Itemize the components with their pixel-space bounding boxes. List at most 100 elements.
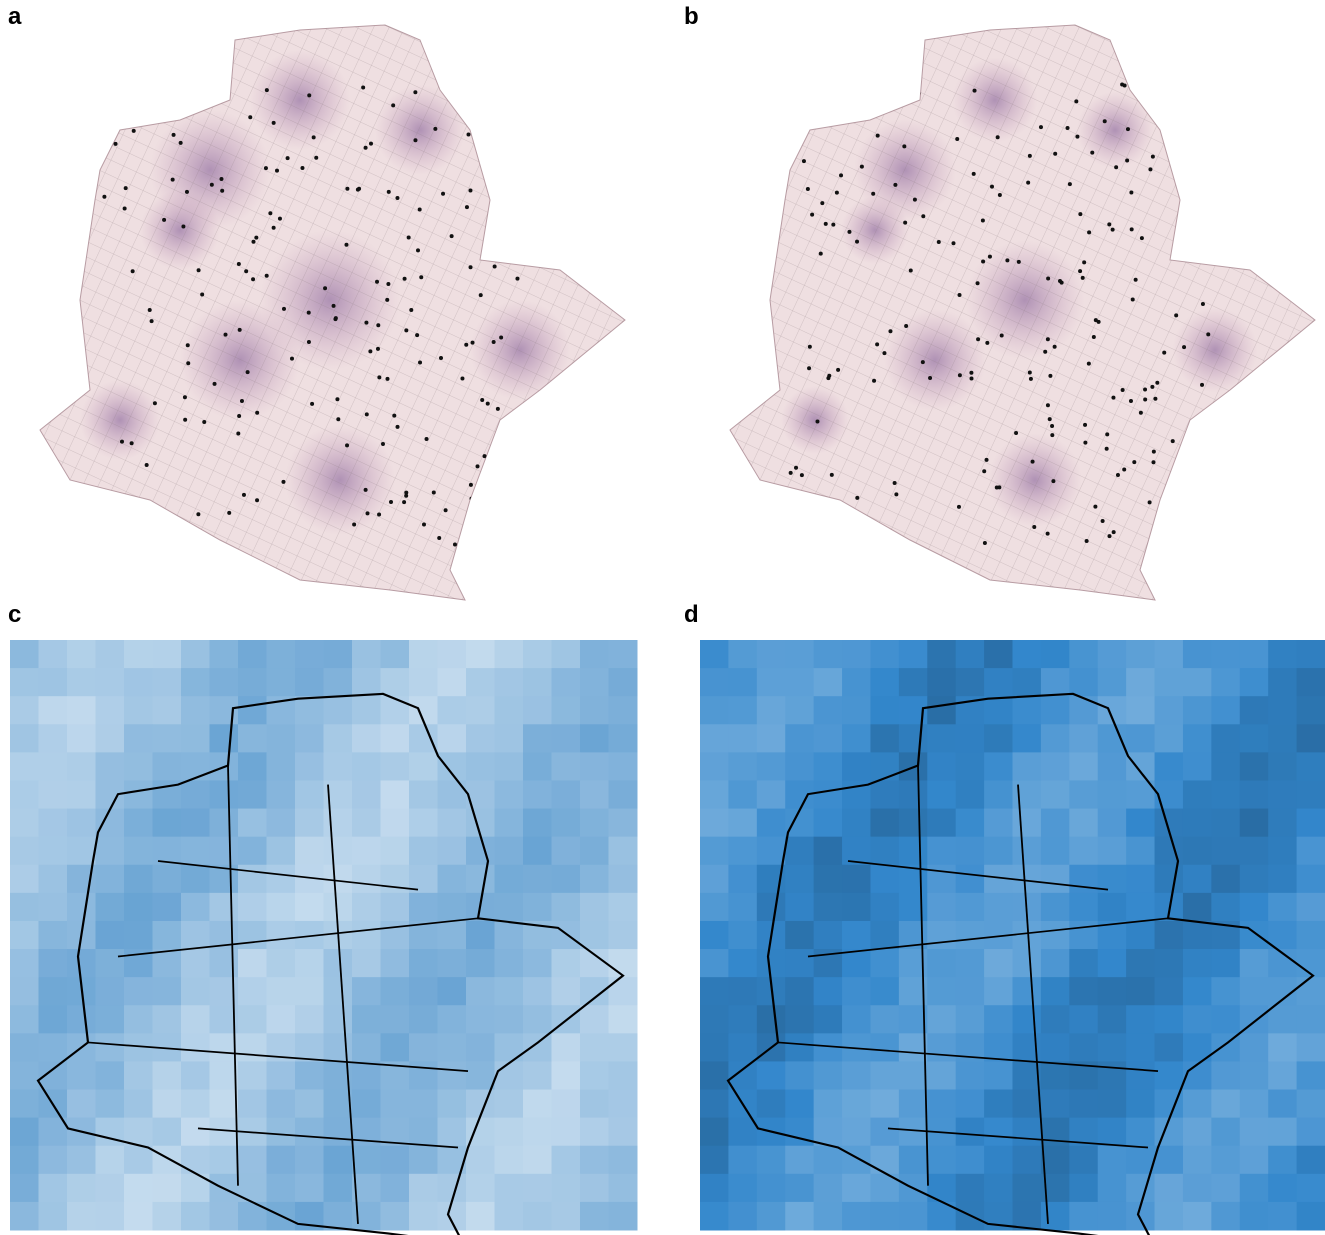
- cell: [1155, 668, 1184, 697]
- site-dot: [1028, 154, 1032, 158]
- cell: [1041, 696, 1070, 725]
- cell: [1268, 724, 1297, 753]
- cell: [1069, 780, 1098, 809]
- cell: [927, 837, 956, 866]
- site-dot: [432, 490, 436, 494]
- cell: [10, 865, 39, 894]
- cell: [523, 977, 552, 1006]
- cell: [352, 949, 381, 978]
- cell: [842, 668, 871, 697]
- site-dot: [387, 190, 391, 194]
- site-dot: [928, 376, 932, 380]
- cell: [381, 1174, 410, 1203]
- site-dot: [389, 500, 393, 504]
- cell: [324, 724, 353, 753]
- site-dot: [1140, 236, 1144, 240]
- cell: [580, 977, 609, 1006]
- cell: [814, 1005, 843, 1034]
- cell: [1098, 724, 1127, 753]
- site-dot: [480, 104, 484, 108]
- site-dot: [404, 494, 408, 498]
- cell: [495, 893, 524, 922]
- site-dot: [1198, 223, 1202, 227]
- cell: [1126, 1005, 1155, 1034]
- site-dot: [312, 135, 316, 139]
- cell: [984, 837, 1013, 866]
- site-dot: [1179, 547, 1183, 551]
- site-dot: [1148, 500, 1152, 504]
- site-dot: [1017, 260, 1021, 264]
- cell: [1268, 1118, 1297, 1147]
- cell: [39, 949, 68, 978]
- cell: [124, 1005, 153, 1034]
- site-dot: [1068, 182, 1072, 186]
- site-dot: [404, 328, 408, 332]
- site-dot: [200, 292, 204, 296]
- site-dot: [976, 281, 980, 285]
- site-dot: [1066, 126, 1070, 130]
- site-dot: [265, 274, 269, 278]
- site-dot: [995, 485, 999, 489]
- cell: [1069, 1090, 1098, 1119]
- site-dot: [1085, 539, 1089, 543]
- cell: [785, 696, 814, 725]
- cell: [96, 1090, 125, 1119]
- cell: [1098, 949, 1127, 978]
- cell: [984, 1090, 1013, 1119]
- cell: [523, 780, 552, 809]
- panel-label: a: [8, 3, 22, 30]
- site-dot: [251, 277, 255, 281]
- cell: [324, 1118, 353, 1147]
- site-dot: [1150, 385, 1154, 389]
- site-dot: [1087, 230, 1091, 234]
- cell: [124, 977, 153, 1006]
- cell: [842, 724, 871, 753]
- cell: [352, 640, 381, 669]
- cell: [210, 837, 239, 866]
- cell: [984, 696, 1013, 725]
- cell: [181, 837, 210, 866]
- site-dot: [134, 82, 138, 86]
- site-dot: [951, 241, 955, 245]
- cell: [1155, 865, 1184, 894]
- cell: [324, 809, 353, 838]
- site-dot: [1031, 460, 1035, 464]
- cell: [39, 977, 68, 1006]
- cell: [495, 1005, 524, 1034]
- cell: [814, 640, 843, 669]
- cell: [1155, 640, 1184, 669]
- site-dot: [1143, 388, 1147, 392]
- cell: [381, 724, 410, 753]
- cell: [324, 977, 353, 1006]
- cell: [67, 1202, 96, 1231]
- cell: [1041, 1033, 1070, 1062]
- cell: [324, 668, 353, 697]
- site-dot: [345, 443, 349, 447]
- site-dot: [366, 511, 370, 515]
- cell: [1069, 668, 1098, 697]
- cell: [438, 752, 467, 781]
- cell: [381, 949, 410, 978]
- site-dot: [996, 135, 1000, 139]
- cell: [870, 809, 899, 838]
- cell: [927, 809, 956, 838]
- cell: [523, 1005, 552, 1034]
- site-dot: [469, 483, 473, 487]
- cell: [899, 837, 928, 866]
- cell: [1183, 724, 1212, 753]
- cell: [181, 1202, 210, 1231]
- site-dot: [499, 335, 503, 339]
- cell: [1041, 752, 1070, 781]
- site-dot: [130, 79, 134, 83]
- cell: [609, 752, 638, 781]
- site-dot: [1058, 279, 1062, 283]
- site-dot: [334, 316, 338, 320]
- site-dot: [1171, 439, 1175, 443]
- site-dot: [202, 420, 206, 424]
- cell: [39, 1202, 68, 1231]
- cell: [728, 1146, 757, 1175]
- site-dot: [469, 265, 473, 269]
- site-dot: [1129, 399, 1133, 403]
- cell: [181, 1090, 210, 1119]
- cell: [1268, 865, 1297, 894]
